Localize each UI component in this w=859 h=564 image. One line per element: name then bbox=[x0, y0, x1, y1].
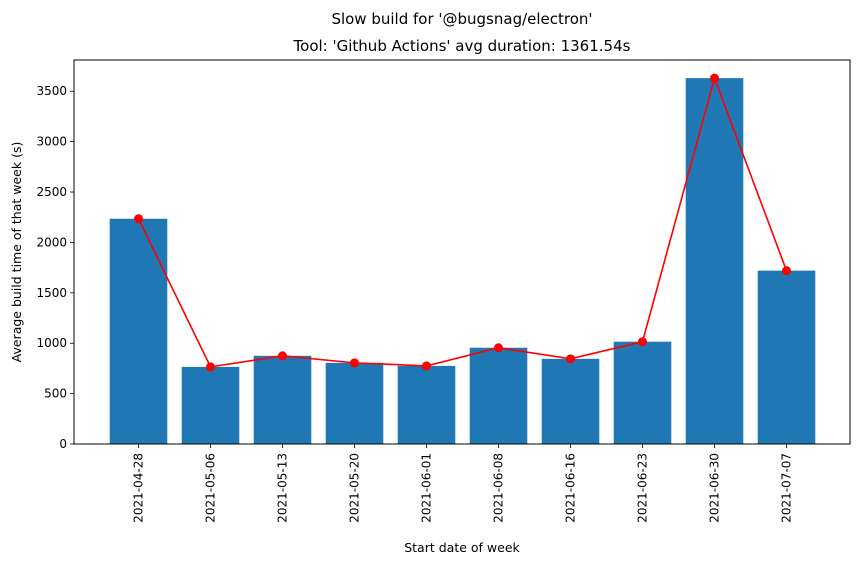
y-axis: 0 500 1000 1500 2000 2500 3000 3500 bbox=[36, 84, 74, 451]
x-tick-label: 2021-07-07 bbox=[780, 453, 794, 523]
data-point bbox=[638, 337, 647, 347]
bar bbox=[469, 347, 528, 444]
bar bbox=[181, 366, 240, 444]
y-tick-label: 1000 bbox=[36, 336, 67, 350]
y-tick-label: 3000 bbox=[36, 135, 67, 149]
data-point bbox=[494, 343, 503, 353]
bar bbox=[397, 365, 456, 444]
y-tick-label: 500 bbox=[44, 387, 67, 401]
plot-frame bbox=[73, 59, 851, 445]
bar bbox=[685, 78, 744, 445]
data-point bbox=[422, 361, 431, 371]
data-point bbox=[350, 358, 359, 368]
chart-title: Tool: 'Github Actions' avg duration: 136… bbox=[293, 37, 631, 55]
x-tick-label: 2021-05-13 bbox=[276, 453, 290, 523]
chart-suptitle: Slow build for '@bugsnag/electron' bbox=[331, 10, 592, 28]
bar bbox=[613, 341, 672, 444]
x-tick-label: 2021-06-16 bbox=[564, 453, 578, 523]
bar bbox=[253, 355, 312, 444]
y-tick-label: 0 bbox=[59, 437, 67, 451]
bar bbox=[541, 358, 600, 444]
x-tick-label: 2021-06-01 bbox=[420, 453, 434, 523]
bar bbox=[109, 218, 168, 444]
trend-line bbox=[137, 75, 788, 368]
x-axis-label: Start date of week bbox=[404, 540, 520, 555]
x-axis: 2021-04-28 2021-05-06 2021-05-13 2021-05-20… bbox=[132, 444, 794, 523]
x-tick-label: 2021-06-23 bbox=[636, 453, 650, 523]
series-points bbox=[134, 73, 791, 372]
data-point bbox=[278, 351, 287, 361]
bar bbox=[325, 362, 384, 444]
y-axis-label: Average build time of that week (s) bbox=[9, 142, 24, 363]
y-tick-label: 2500 bbox=[36, 185, 67, 199]
x-tick-label: 2021-05-06 bbox=[204, 453, 218, 523]
y-tick-label: 1500 bbox=[36, 286, 67, 300]
series-line bbox=[137, 75, 788, 368]
y-tick-label: 2000 bbox=[36, 235, 67, 249]
data-point bbox=[710, 73, 719, 83]
x-tick-label: 2021-05-20 bbox=[348, 453, 362, 523]
data-point bbox=[134, 214, 143, 224]
data-point bbox=[206, 362, 215, 372]
data-point bbox=[566, 354, 575, 364]
y-tick-label: 3500 bbox=[36, 84, 67, 98]
x-tick-label: 2021-06-30 bbox=[708, 453, 722, 523]
x-tick-label: 2021-04-28 bbox=[132, 453, 146, 523]
data-point bbox=[782, 266, 791, 276]
bars bbox=[109, 78, 816, 445]
x-tick-label: 2021-06-08 bbox=[492, 453, 506, 523]
bar bbox=[757, 270, 816, 444]
